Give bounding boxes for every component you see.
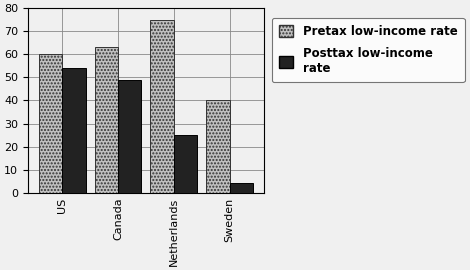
Bar <box>39 54 62 193</box>
Bar <box>230 184 253 193</box>
Bar <box>150 20 174 193</box>
Bar <box>118 80 141 193</box>
Bar <box>174 135 197 193</box>
Bar <box>62 68 86 193</box>
Bar <box>94 47 118 193</box>
Legend: Pretax low-income rate, Posttax low-income
rate: Pretax low-income rate, Posttax low-inco… <box>272 18 464 82</box>
Bar <box>206 100 230 193</box>
